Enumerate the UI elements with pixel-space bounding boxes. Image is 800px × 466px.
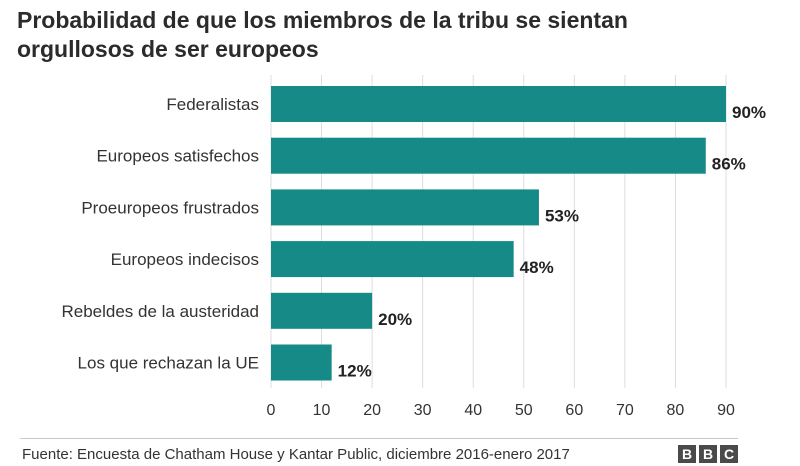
x-tick-label: 60 bbox=[565, 402, 583, 419]
category-label: Federalistas bbox=[166, 95, 259, 114]
x-tick-label: 70 bbox=[616, 402, 634, 419]
x-tick-label: 0 bbox=[267, 402, 276, 419]
category-label: Europeos indecisos bbox=[111, 250, 259, 269]
category-label: Rebeldes de la austeridad bbox=[61, 302, 259, 321]
bar bbox=[271, 189, 539, 226]
bar bbox=[271, 344, 332, 381]
logo-letter: C bbox=[720, 445, 738, 463]
x-tick-label: 50 bbox=[515, 402, 533, 419]
x-tick-label: 80 bbox=[667, 402, 685, 419]
bar bbox=[271, 241, 514, 278]
footer-divider bbox=[20, 438, 738, 439]
x-tick-label: 20 bbox=[363, 402, 381, 419]
value-label: 20% bbox=[378, 310, 412, 329]
x-tick-label: 90 bbox=[717, 402, 735, 419]
source-note: Fuente: Encuesta de Chatham House y Kant… bbox=[22, 446, 570, 463]
logo-letter: B bbox=[699, 445, 717, 463]
x-tick-label: 10 bbox=[313, 402, 331, 419]
x-tick-label: 30 bbox=[414, 402, 432, 419]
value-label: 48% bbox=[520, 258, 554, 277]
category-label: Europeos satisfechos bbox=[96, 147, 259, 166]
category-label: Los que rechazan la UE bbox=[78, 354, 259, 373]
bbc-logo: B B C bbox=[678, 445, 738, 463]
value-label: 86% bbox=[712, 155, 746, 174]
value-label: 53% bbox=[545, 206, 579, 225]
bar bbox=[271, 137, 706, 174]
value-label: 12% bbox=[338, 362, 372, 381]
chart-title: Probabilidad de que los miembros de la t… bbox=[17, 7, 628, 62]
bar bbox=[271, 292, 373, 329]
value-label: 90% bbox=[732, 103, 766, 122]
logo-letter: B bbox=[678, 445, 696, 463]
bar bbox=[271, 86, 726, 122]
category-label: Proeuropeos frustrados bbox=[81, 198, 259, 217]
x-tick-label: 40 bbox=[464, 402, 482, 419]
